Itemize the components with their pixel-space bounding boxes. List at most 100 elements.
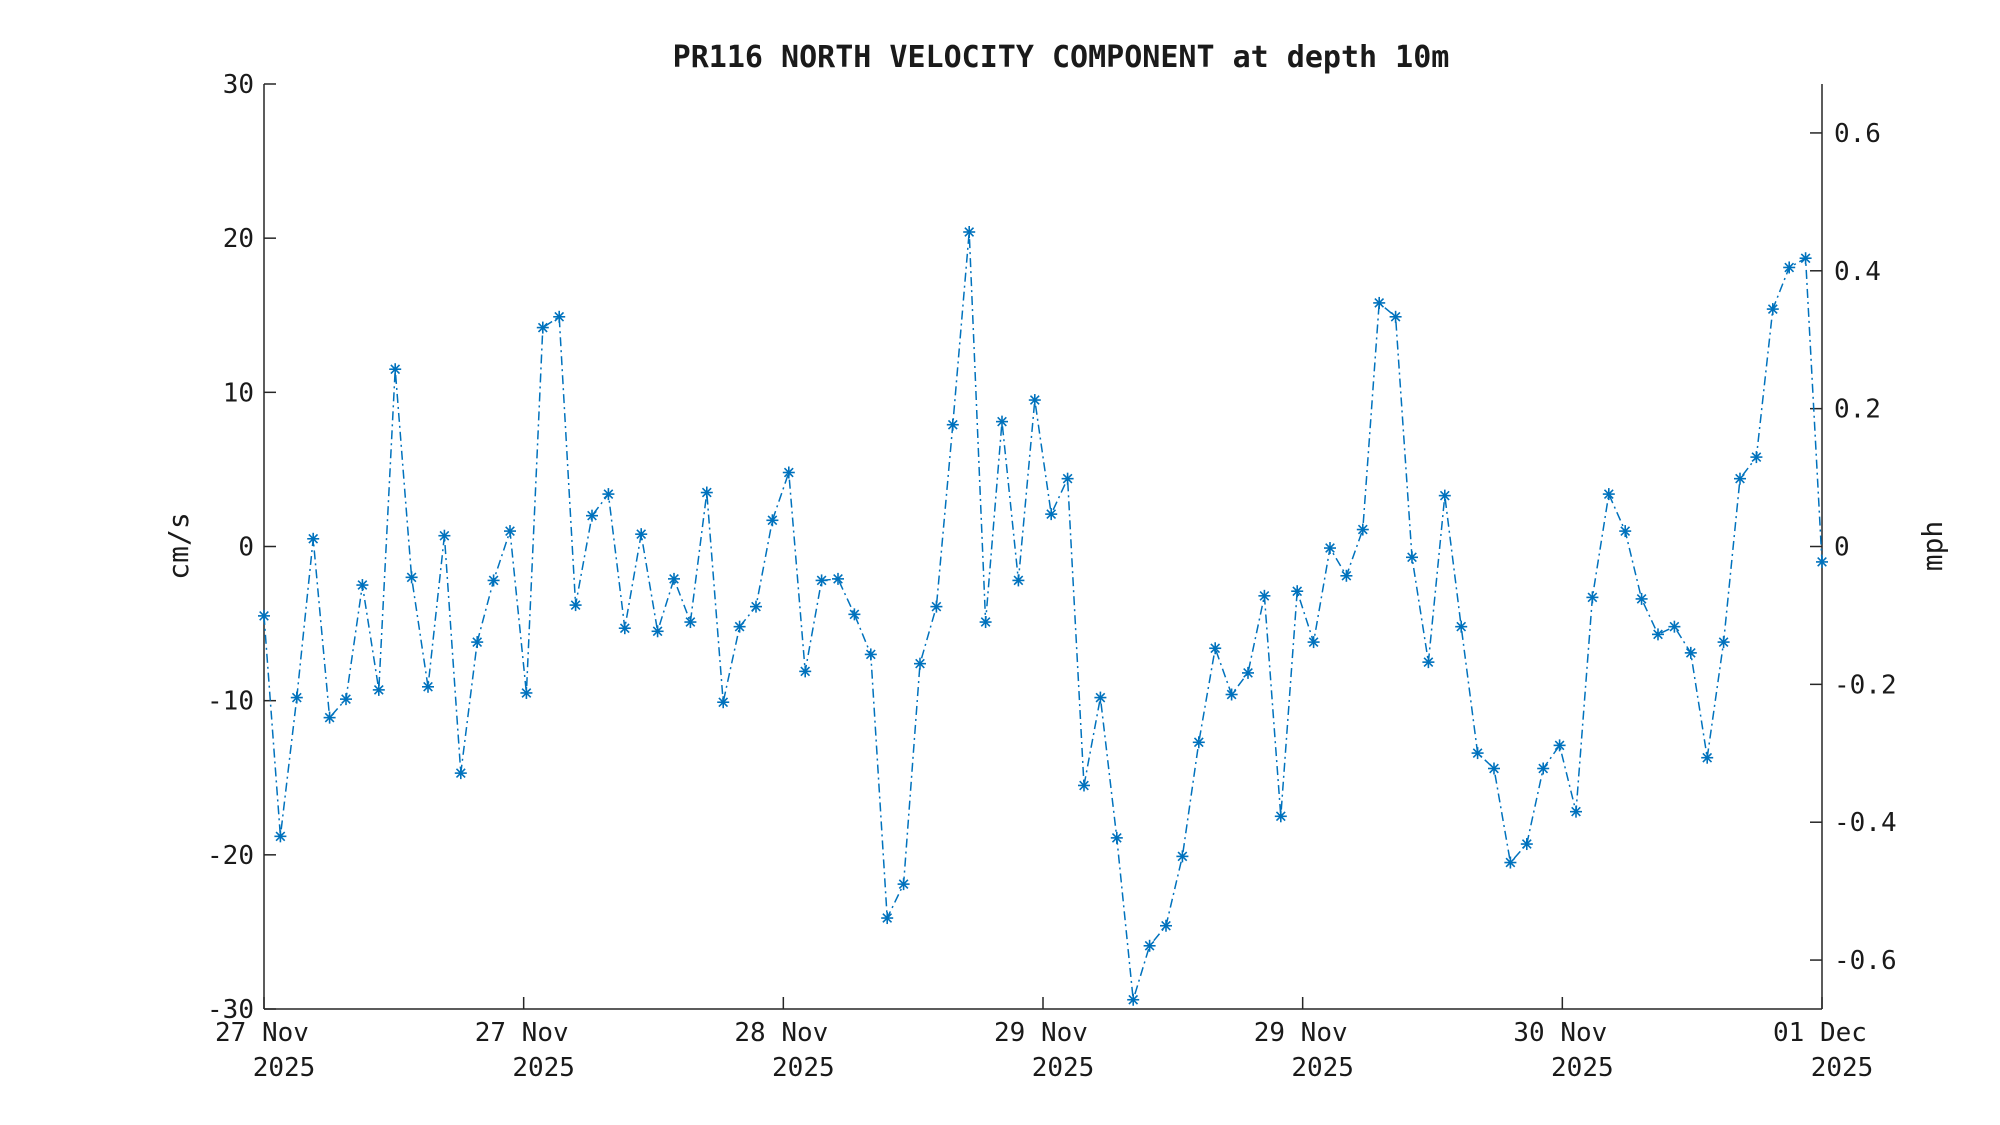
data-point-marker (1717, 636, 1730, 649)
data-point-marker (504, 525, 516, 538)
x-tick-label-date: 27 Nov (215, 1018, 309, 1048)
data-point-marker (1701, 751, 1714, 764)
x-tick-label-year: 2025 (1811, 1053, 1874, 1083)
data-point-marker (389, 363, 402, 376)
data-point-marker (1455, 620, 1468, 633)
x-tick-label-year: 2025 (253, 1053, 316, 1083)
chart-title: PR116 NORTH VELOCITY COMPONENT at depth … (673, 40, 1450, 75)
data-point-marker (258, 609, 270, 622)
x-tick-label-year: 2025 (512, 1053, 575, 1083)
data-point-marker (454, 767, 467, 780)
right-y-tick-label: 0.2 (1834, 395, 1881, 425)
data-point-marker (963, 226, 976, 238)
data-point-marker (536, 321, 549, 334)
left-y-axis-label: cm/s (162, 512, 195, 579)
data-point-marker (864, 648, 877, 661)
data-point-marker (1192, 736, 1205, 749)
data-point-marker (815, 574, 828, 587)
data-point-marker (602, 488, 615, 501)
right-y-tick-label: -0.4 (1834, 808, 1897, 838)
data-point-marker (979, 616, 992, 629)
data-point-marker (1520, 838, 1533, 851)
data-point-marker (569, 599, 582, 612)
data-point-marker (946, 418, 959, 431)
data-point-marker (1143, 939, 1156, 952)
data-point-marker (1799, 252, 1812, 265)
left-y-tick-label: -10 (207, 687, 254, 717)
data-point-marker (422, 680, 434, 693)
data-point-marker (1619, 525, 1632, 538)
data-point-marker (1274, 810, 1287, 823)
data-point-marker (668, 572, 680, 585)
data-point-marker (1652, 628, 1664, 641)
data-point-marker (372, 683, 385, 696)
data-point-marker (1028, 394, 1041, 407)
data-point-marker (340, 693, 352, 706)
data-point-marker (782, 466, 795, 479)
x-tick-label-date: 27 Nov (475, 1018, 569, 1048)
data-point-marker (1012, 574, 1025, 587)
data-point-marker (586, 509, 598, 522)
left-y-tick-label: 30 (223, 70, 254, 100)
x-tick-label-year: 2025 (1032, 1053, 1095, 1083)
data-point-marker (1438, 489, 1451, 502)
data-point-marker (487, 574, 500, 587)
data-point-marker (1504, 856, 1517, 869)
data-point-marker (700, 486, 713, 499)
data-point-marker (1684, 646, 1697, 659)
data-point-marker (1258, 589, 1271, 602)
data-point-marker (1389, 310, 1402, 323)
data-point-marker (1160, 919, 1172, 932)
data-point-marker (1537, 762, 1550, 775)
data-point-marker (1602, 488, 1615, 501)
data-point-marker (930, 600, 943, 613)
data-point-marker (1356, 523, 1369, 536)
data-point-marker (766, 514, 779, 527)
data-point-marker (1488, 762, 1500, 775)
x-tick-label-date: 01 Dec (1773, 1018, 1867, 1048)
data-point-marker (733, 620, 746, 633)
data-point-marker (1373, 296, 1386, 309)
data-point-marker (1471, 747, 1484, 760)
series-line (263, 231, 1823, 1001)
x-tick-label-year: 2025 (1291, 1053, 1354, 1083)
data-point-marker (1570, 805, 1582, 818)
data-point-marker (651, 625, 664, 638)
right-y-ticks: 0.6 0.4 0.2 0 -0.2 -0.4 -0.6 (1810, 119, 1897, 976)
data-point-marker (1307, 636, 1320, 649)
x-tick-label-year: 2025 (1551, 1053, 1614, 1083)
data-point-marker (799, 665, 812, 678)
data-point-marker (1225, 688, 1238, 701)
data-point-marker (307, 532, 320, 545)
data-point-marker (750, 600, 762, 613)
x-tick-label-date: 28 Nov (734, 1018, 828, 1048)
data-point-marker (1061, 472, 1074, 485)
data-point-marker (520, 686, 533, 699)
data-point-marker (471, 636, 484, 649)
data-point-marker (717, 696, 730, 709)
data-point-marker (1668, 620, 1681, 633)
data-point-marker (1176, 850, 1189, 863)
data-point-marker (356, 579, 369, 592)
data-point-marker (1816, 555, 1828, 568)
data-point-marker (1324, 542, 1336, 555)
data-point-marker (635, 528, 648, 541)
left-y-tick-label: -20 (207, 841, 254, 871)
data-point-marker (1635, 592, 1648, 605)
data-point-marker (1553, 739, 1566, 752)
left-y-ticks: 30 20 10 0 -10 -20 -30 (207, 70, 276, 1025)
data-point-marker (684, 616, 697, 629)
data-point-marker (1242, 666, 1254, 679)
left-y-tick-label: 10 (223, 378, 254, 408)
left-y-tick-label: -30 (207, 995, 254, 1025)
data-point-marker (553, 310, 566, 323)
right-y-tick-label: 0.6 (1834, 119, 1881, 149)
data-point-marker (290, 691, 303, 704)
x-tick-label-date: 29 Nov (994, 1018, 1088, 1048)
data-point-marker (1291, 585, 1304, 598)
data-point-marker (1209, 642, 1222, 655)
data-point-marker (881, 912, 894, 925)
data-point-marker (1766, 303, 1779, 316)
x-tick-label-date: 29 Nov (1254, 1018, 1348, 1048)
